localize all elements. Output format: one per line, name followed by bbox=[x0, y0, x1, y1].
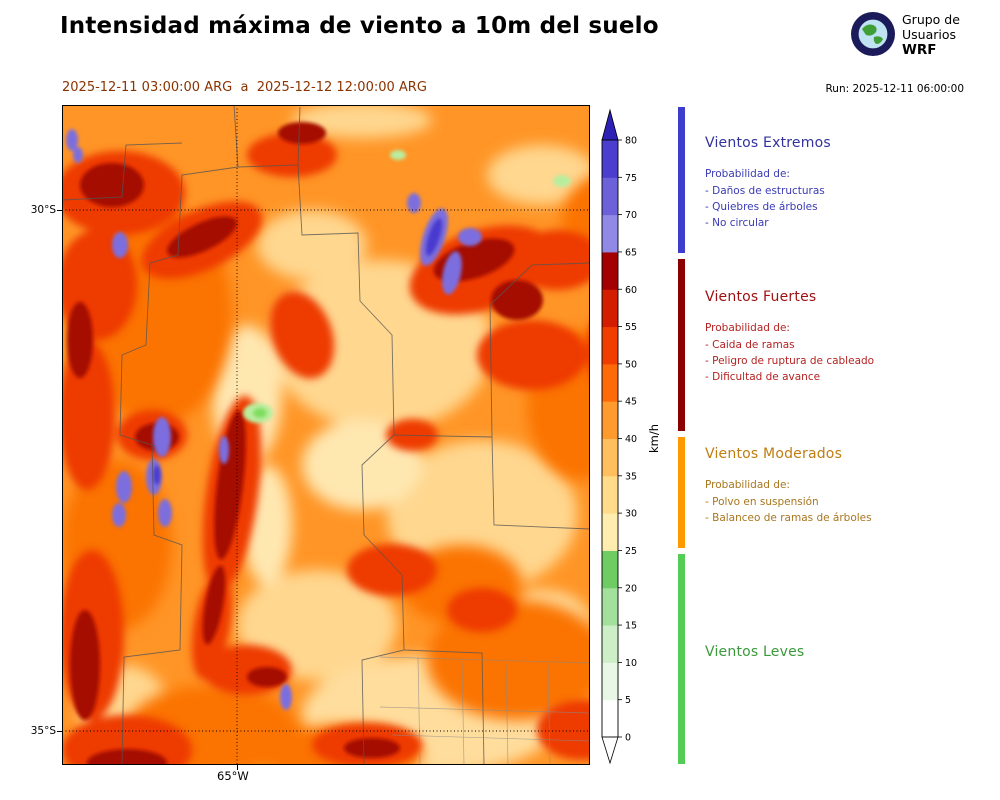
legend-item: - Peligro de ruptura de cableado bbox=[705, 355, 875, 367]
colorbar-segment bbox=[602, 251, 618, 290]
run-label: Run: 2025-12-11 06:00:00 bbox=[825, 83, 964, 95]
legend-section-leves: Vientos Leves bbox=[705, 644, 985, 677]
colorbar-tick-label: 65 bbox=[625, 247, 637, 258]
lat-label-35s: 35°S bbox=[30, 725, 56, 737]
page-title: Intensidad máxima de viento a 10m del su… bbox=[60, 13, 659, 39]
colorbar-scale: 0 5 10 15 20 25 30 35 40 45 50 55 60 65 70 75 80 km/h bbox=[601, 108, 661, 765]
colorbar-segment bbox=[602, 475, 618, 514]
legend-title-leves: Vientos Leves bbox=[705, 644, 805, 660]
wrf-logo: Grupo de Usuarios WRF bbox=[850, 11, 960, 61]
colorbar-tick-label: 5 bbox=[625, 695, 631, 706]
logo-text: Grupo de Usuarios WRF bbox=[902, 11, 960, 58]
colorbar-segment bbox=[602, 401, 618, 439]
colorbar-tick-label: 40 bbox=[625, 434, 637, 445]
colorbar-segment bbox=[602, 662, 618, 701]
legend-item: - Daños de estructuras bbox=[705, 185, 825, 197]
colorbar-tick-label: 80 bbox=[625, 136, 637, 147]
colorbar-segment bbox=[602, 363, 618, 402]
colorbar-segment bbox=[602, 438, 618, 477]
colorbar-tick-label: 0 bbox=[625, 733, 631, 744]
colorbar-segment bbox=[602, 326, 618, 365]
colorbar-unit-label: km/h bbox=[647, 424, 661, 453]
colorbar-tick-label: 15 bbox=[625, 621, 637, 632]
legend-section-moderados: Vientos Moderados Probabilidad de: - Pol… bbox=[705, 446, 985, 526]
lon-label-65w: 65°W bbox=[217, 769, 249, 783]
wrf-globe-icon bbox=[850, 11, 896, 61]
colorbar-tick-label: 25 bbox=[625, 546, 637, 557]
map-frame bbox=[62, 105, 590, 765]
wind-intensity-map bbox=[62, 105, 590, 765]
colorbar-segment bbox=[602, 289, 618, 328]
graticule bbox=[62, 105, 590, 765]
legend-item: - Balanceo de ramas de árboles bbox=[705, 512, 872, 524]
colorbar-over-arrow bbox=[601, 108, 619, 141]
colorbar-tick-label: 60 bbox=[625, 285, 637, 296]
legend-title-moderados: Vientos Moderados bbox=[705, 446, 843, 462]
colorbar-tick-label: 55 bbox=[625, 322, 637, 333]
lat-label-30s: 30°S bbox=[30, 204, 56, 216]
logo-line-3: WRF bbox=[902, 42, 937, 58]
legend-item: - Quiebres de árboles bbox=[705, 201, 818, 213]
legend-title-fuertes: Vientos Fuertes bbox=[705, 289, 817, 305]
lat-tick-30s bbox=[57, 210, 62, 211]
legend-items-fuertes: - Caida de ramas - Peligro de ruptura de … bbox=[705, 337, 985, 385]
colorbar-tick-label: 35 bbox=[625, 471, 637, 482]
colorbar-segment bbox=[602, 177, 618, 216]
legend-section-fuertes: Vientos Fuertes Probabilidad de: - Caida… bbox=[705, 289, 985, 385]
legend-item: - Caida de ramas bbox=[705, 339, 795, 351]
department-borders bbox=[379, 656, 590, 765]
legend-intro-extremos: Probabilidad de: bbox=[705, 168, 790, 180]
legend-strip-moderados bbox=[678, 437, 685, 548]
colorbar-tick-label: 70 bbox=[625, 210, 637, 221]
legend-strip-fuertes bbox=[678, 259, 685, 431]
colorbar-segment bbox=[602, 214, 618, 253]
colorbar-segment bbox=[602, 587, 618, 626]
colorbar-segment bbox=[602, 625, 618, 663]
logo-line-1: Grupo de bbox=[902, 12, 960, 27]
colorbar-tick-label: 45 bbox=[625, 397, 637, 408]
legend-items-moderados: - Polvo en suspensión - Balanceo de ramas… bbox=[705, 494, 985, 526]
province-borders bbox=[62, 105, 590, 765]
colorbar-tick-label: 10 bbox=[625, 658, 637, 669]
legend-section-extremos: Vientos Extremos Probabilidad de: - Daño… bbox=[705, 135, 985, 231]
colorbar-segment bbox=[602, 550, 618, 589]
colorbar-tick-label: 20 bbox=[625, 583, 637, 594]
colorbar-segment bbox=[602, 699, 618, 738]
colorbar-under-arrow bbox=[601, 736, 619, 765]
colorbar-segment bbox=[602, 513, 618, 551]
legend-intro-moderados: Probabilidad de: bbox=[705, 479, 790, 491]
legend-item: - No circular bbox=[705, 217, 769, 229]
colorbar-segment bbox=[602, 140, 618, 178]
legend-item: - Polvo en suspensión bbox=[705, 496, 819, 508]
lon-tick-65w bbox=[237, 765, 238, 770]
lat-tick-35s bbox=[57, 731, 62, 732]
legend-strip-extremos bbox=[678, 107, 685, 253]
wind-map-canvas bbox=[62, 105, 590, 765]
legend-strip-leves bbox=[678, 554, 685, 764]
forecast-period: 2025-12-11 03:00:00 ARG a 2025-12-12 12:… bbox=[62, 80, 427, 95]
legend-intro-fuertes: Probabilidad de: bbox=[705, 322, 790, 334]
colorbar-tick-label: 75 bbox=[625, 173, 637, 184]
colorbar-tick-label: 50 bbox=[625, 359, 637, 370]
legend-title-extremos: Vientos Extremos bbox=[705, 135, 831, 151]
colorbar: 0 5 10 15 20 25 30 35 40 45 50 55 60 65 70 75 80 km/h bbox=[600, 105, 672, 767]
colorbar-tick-label: 30 bbox=[625, 509, 637, 520]
legend-items-extremos: - Daños de estructuras - Quiebres de árbo… bbox=[705, 183, 985, 231]
logo-line-2: Usuarios bbox=[902, 27, 957, 42]
legend-item: - Dificultad de avance bbox=[705, 371, 821, 383]
